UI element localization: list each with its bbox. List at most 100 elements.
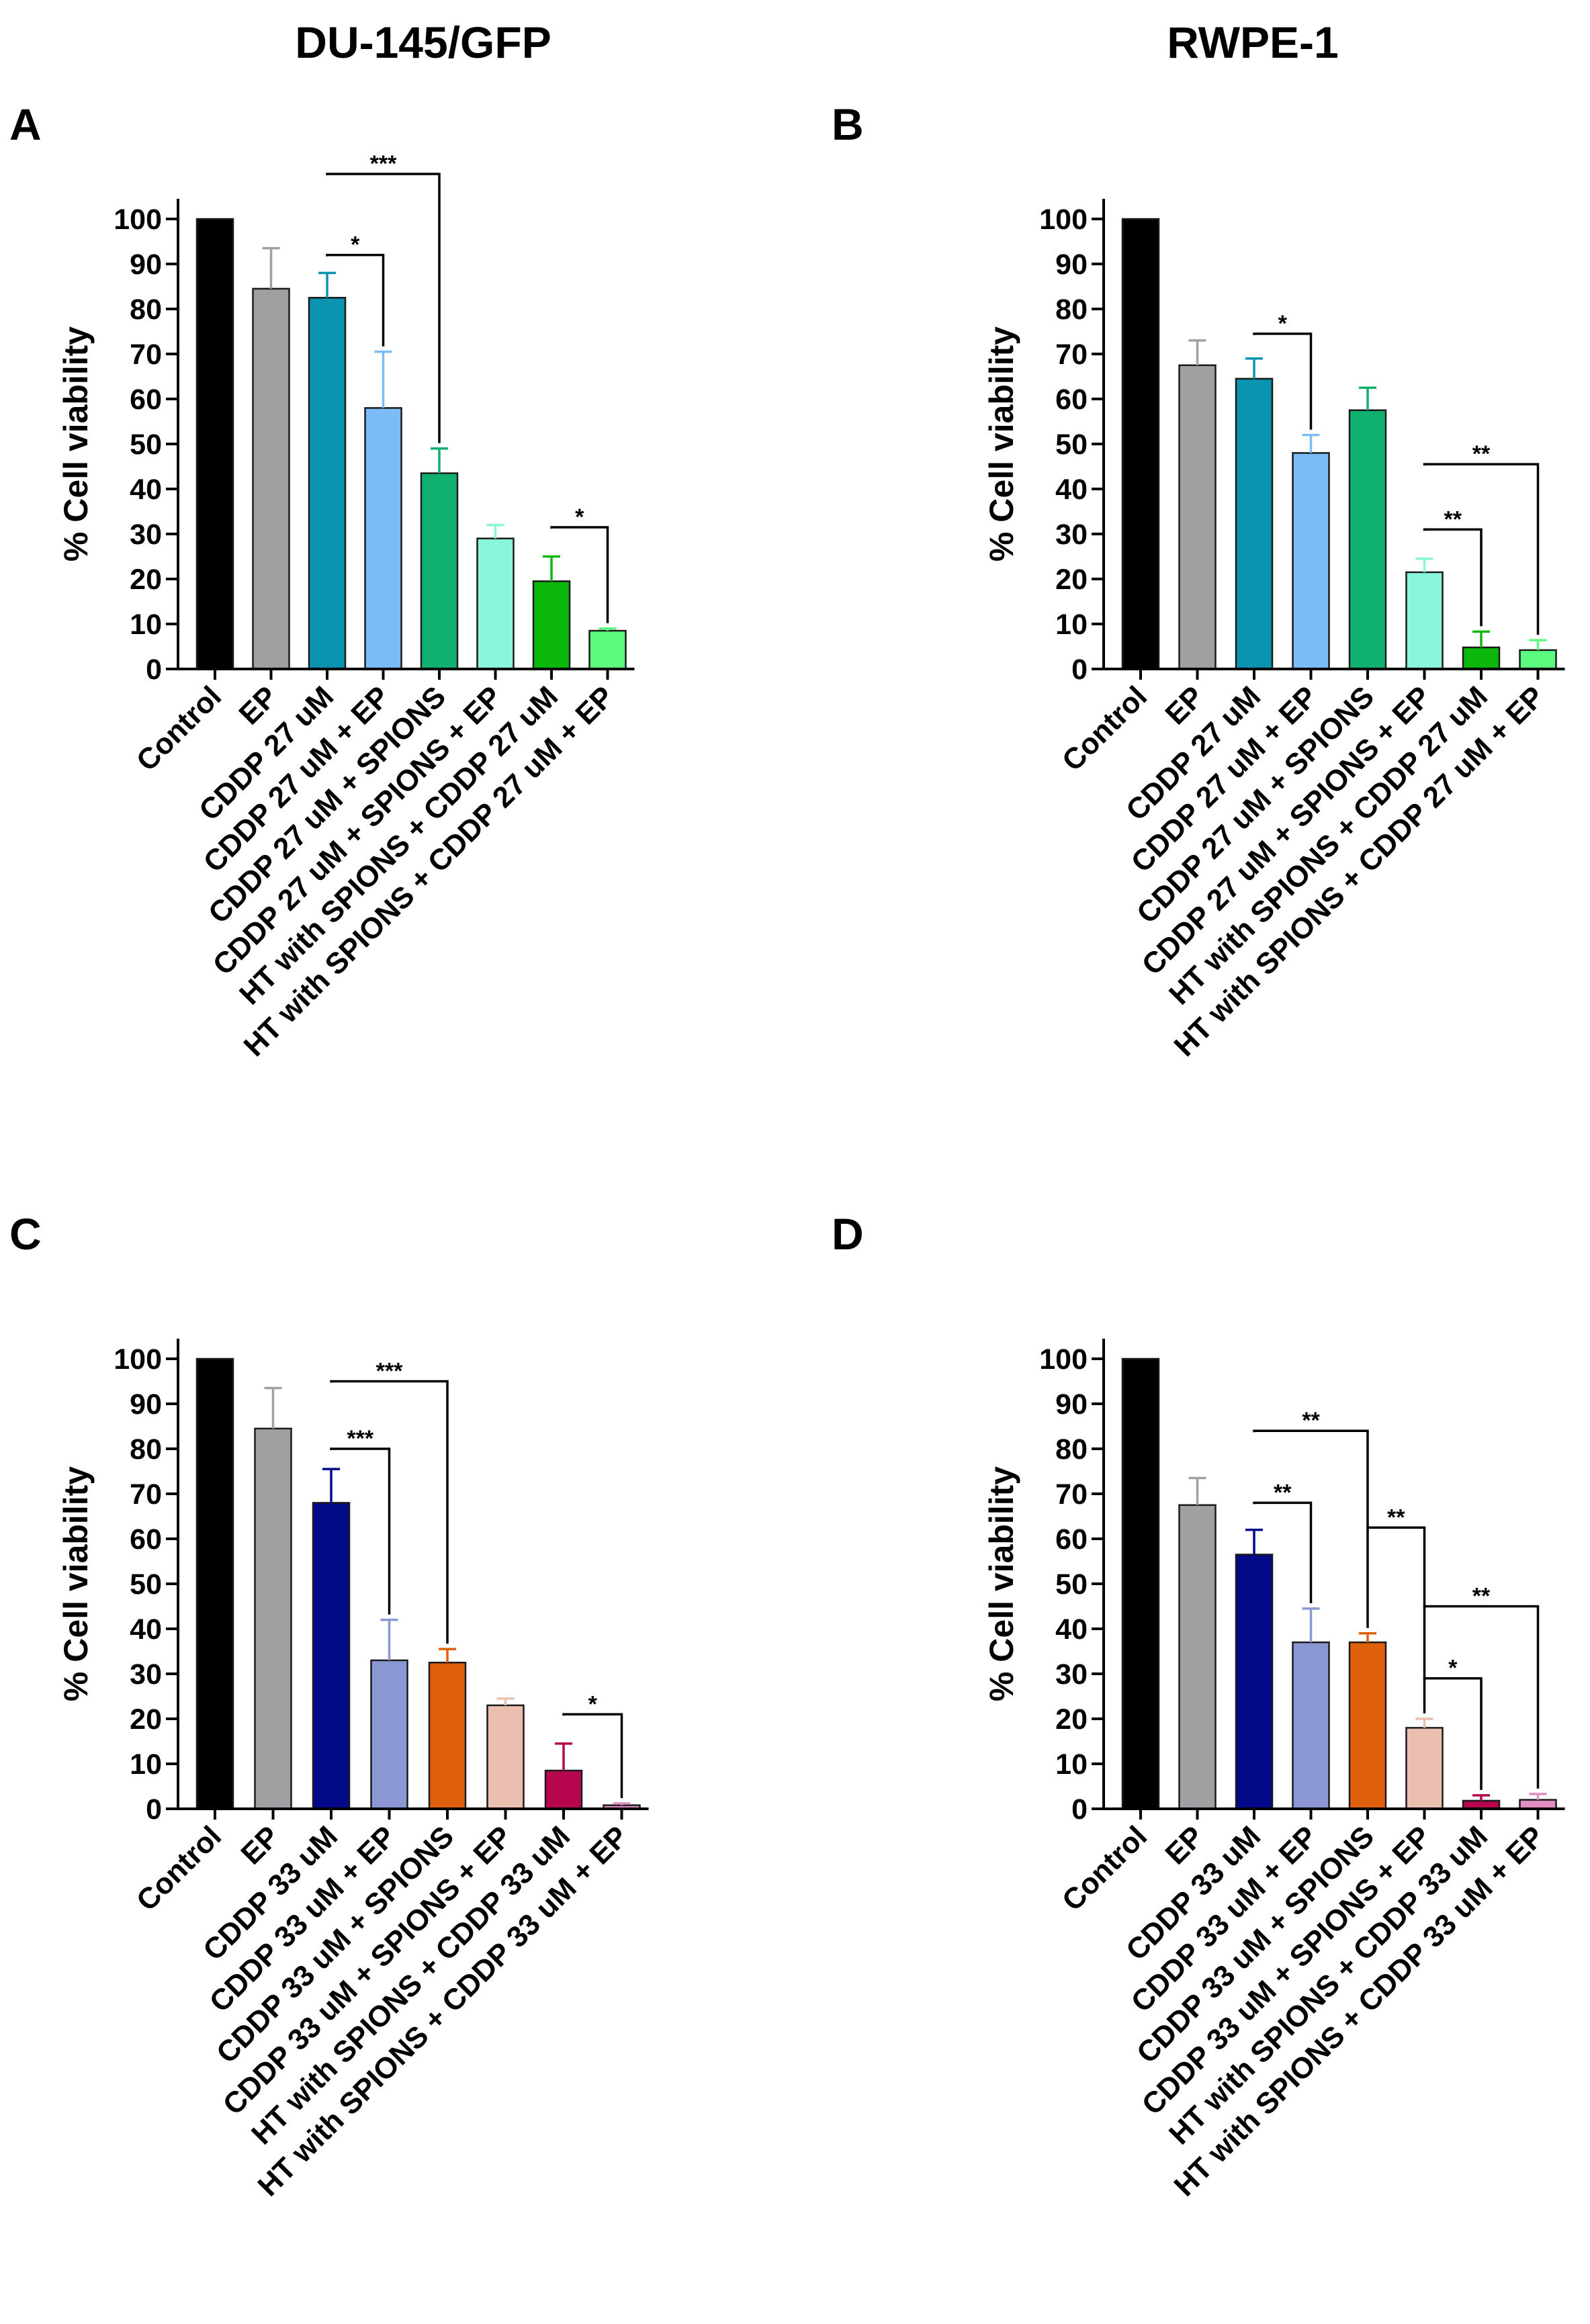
bar — [1121, 1357, 1160, 1810]
y-tick-label: 0 — [1071, 654, 1088, 686]
bar — [544, 1769, 583, 1810]
y-tick-label: 80 — [130, 294, 162, 326]
panel-letter-d: D — [832, 1209, 864, 1259]
significance-bracket — [1423, 463, 1540, 635]
bar — [364, 407, 402, 670]
bar — [254, 1427, 292, 1810]
y-axis-label: % Cell viability — [57, 1466, 95, 1701]
y-tick-label: 90 — [1055, 1388, 1088, 1421]
chart-panel-d: % Cell viability 0 10 20 30 40 50 60 70 80 90 100 Co… — [983, 1339, 1565, 2202]
bar — [476, 537, 515, 670]
y-tick-label: 10 — [1055, 1748, 1088, 1781]
significance-label: ** — [1472, 441, 1491, 467]
significance-bracket — [1423, 1605, 1540, 1789]
significance-label: * — [588, 1691, 598, 1717]
y-tick-label: 10 — [130, 609, 162, 641]
bar — [1235, 377, 1274, 670]
bar — [486, 1704, 525, 1810]
y-tick-label: 10 — [1055, 609, 1088, 641]
y-tick-label: 20 — [130, 1703, 162, 1736]
y-tick-label: 50 — [130, 429, 162, 461]
bar — [1235, 1554, 1274, 1810]
bar — [532, 580, 571, 670]
significance-bracket — [1253, 1429, 1369, 1628]
y-tick-label: 100 — [114, 1343, 162, 1376]
y-tick-label: 90 — [130, 249, 162, 281]
y-tick-label: 70 — [1055, 339, 1088, 371]
significance-bracket — [1253, 1501, 1313, 1603]
y-tick-label: 30 — [130, 1658, 162, 1691]
significance-label: * — [1448, 1656, 1458, 1681]
significance-label: * — [575, 504, 584, 530]
significance-label: ** — [1387, 1505, 1405, 1530]
bar — [308, 297, 347, 670]
chart-panel-b: % Cell viability 0 10 20 30 40 50 60 70 80 90 100 Co… — [983, 199, 1565, 1063]
y-tick-label: 20 — [1055, 1703, 1088, 1736]
bar — [420, 472, 459, 670]
significance-bracket — [562, 1713, 623, 1798]
y-tick-label: 40 — [130, 1613, 162, 1646]
bar — [1519, 1799, 1557, 1810]
y-tick-label: 100 — [114, 204, 162, 236]
y-tick-label: 60 — [1055, 384, 1088, 416]
category-label: Control — [1056, 680, 1153, 777]
y-tick-label: 70 — [130, 339, 162, 371]
panel-letter-c: C — [9, 1209, 42, 1259]
significance-label: ** — [1302, 1408, 1320, 1433]
bar — [1348, 409, 1387, 670]
column-title-du145: DU-145/GFP — [295, 17, 551, 67]
significance-bracket — [330, 1380, 449, 1644]
y-axis-label: % Cell viability — [983, 326, 1020, 562]
y-tick-label: 20 — [130, 564, 162, 596]
bar — [1121, 218, 1160, 670]
significance-label: * — [351, 232, 360, 258]
significance-bracket — [550, 526, 609, 623]
y-tick-label: 20 — [1055, 564, 1088, 596]
y-tick-label: 40 — [1055, 1613, 1088, 1646]
y-tick-label: 100 — [1039, 1343, 1088, 1376]
bar — [588, 629, 627, 670]
significance-bracket — [1366, 1526, 1426, 1713]
chart-panel-a: % Cell viability 0 10 20 30 40 50 60 70 80 90 100 Co… — [57, 151, 635, 1063]
significance-bracket — [330, 1447, 391, 1615]
category-label: Control — [130, 680, 228, 777]
y-tick-label: 80 — [1055, 294, 1088, 326]
panel-letter-b: B — [832, 99, 864, 149]
bar — [428, 1662, 467, 1810]
y-tick-label: 30 — [1055, 519, 1088, 551]
y-tick-label: 80 — [130, 1433, 162, 1466]
significance-label: *** — [347, 1426, 373, 1451]
y-tick-label: 0 — [146, 654, 162, 686]
bar — [1292, 452, 1330, 670]
bar — [1178, 1504, 1217, 1810]
y-tick-label: 0 — [1071, 1793, 1088, 1826]
bar — [1178, 364, 1217, 670]
y-tick-label: 50 — [1055, 1568, 1088, 1601]
y-tick-label: 70 — [130, 1478, 162, 1511]
category-label: Control — [130, 1820, 228, 1917]
chart-panel-c: % Cell viability 0 10 20 30 40 50 60 70 80 90 100 Co… — [57, 1339, 649, 2202]
bar — [252, 287, 290, 670]
panel-letter-a: A — [9, 99, 42, 149]
y-tick-label: 10 — [130, 1748, 162, 1781]
significance-label: *** — [376, 1359, 403, 1384]
significance-bracket — [1423, 1677, 1483, 1790]
bar — [1519, 649, 1557, 670]
bar — [1462, 646, 1501, 670]
y-tick-label: 60 — [1055, 1523, 1088, 1556]
y-tick-label: 50 — [1055, 429, 1088, 461]
bar — [1405, 1727, 1444, 1810]
y-tick-label: 50 — [130, 1568, 162, 1601]
y-tick-label: 80 — [1055, 1433, 1088, 1466]
y-tick-label: 100 — [1039, 204, 1088, 236]
y-tick-label: 60 — [130, 384, 162, 416]
y-tick-label: 90 — [130, 1388, 162, 1421]
significance-bracket — [326, 253, 385, 347]
bar — [1405, 571, 1444, 670]
bar — [312, 1502, 351, 1810]
significance-label: ** — [1274, 1480, 1292, 1505]
bar — [1292, 1641, 1330, 1810]
significance-label: *** — [370, 151, 397, 177]
bar — [1348, 1641, 1387, 1810]
